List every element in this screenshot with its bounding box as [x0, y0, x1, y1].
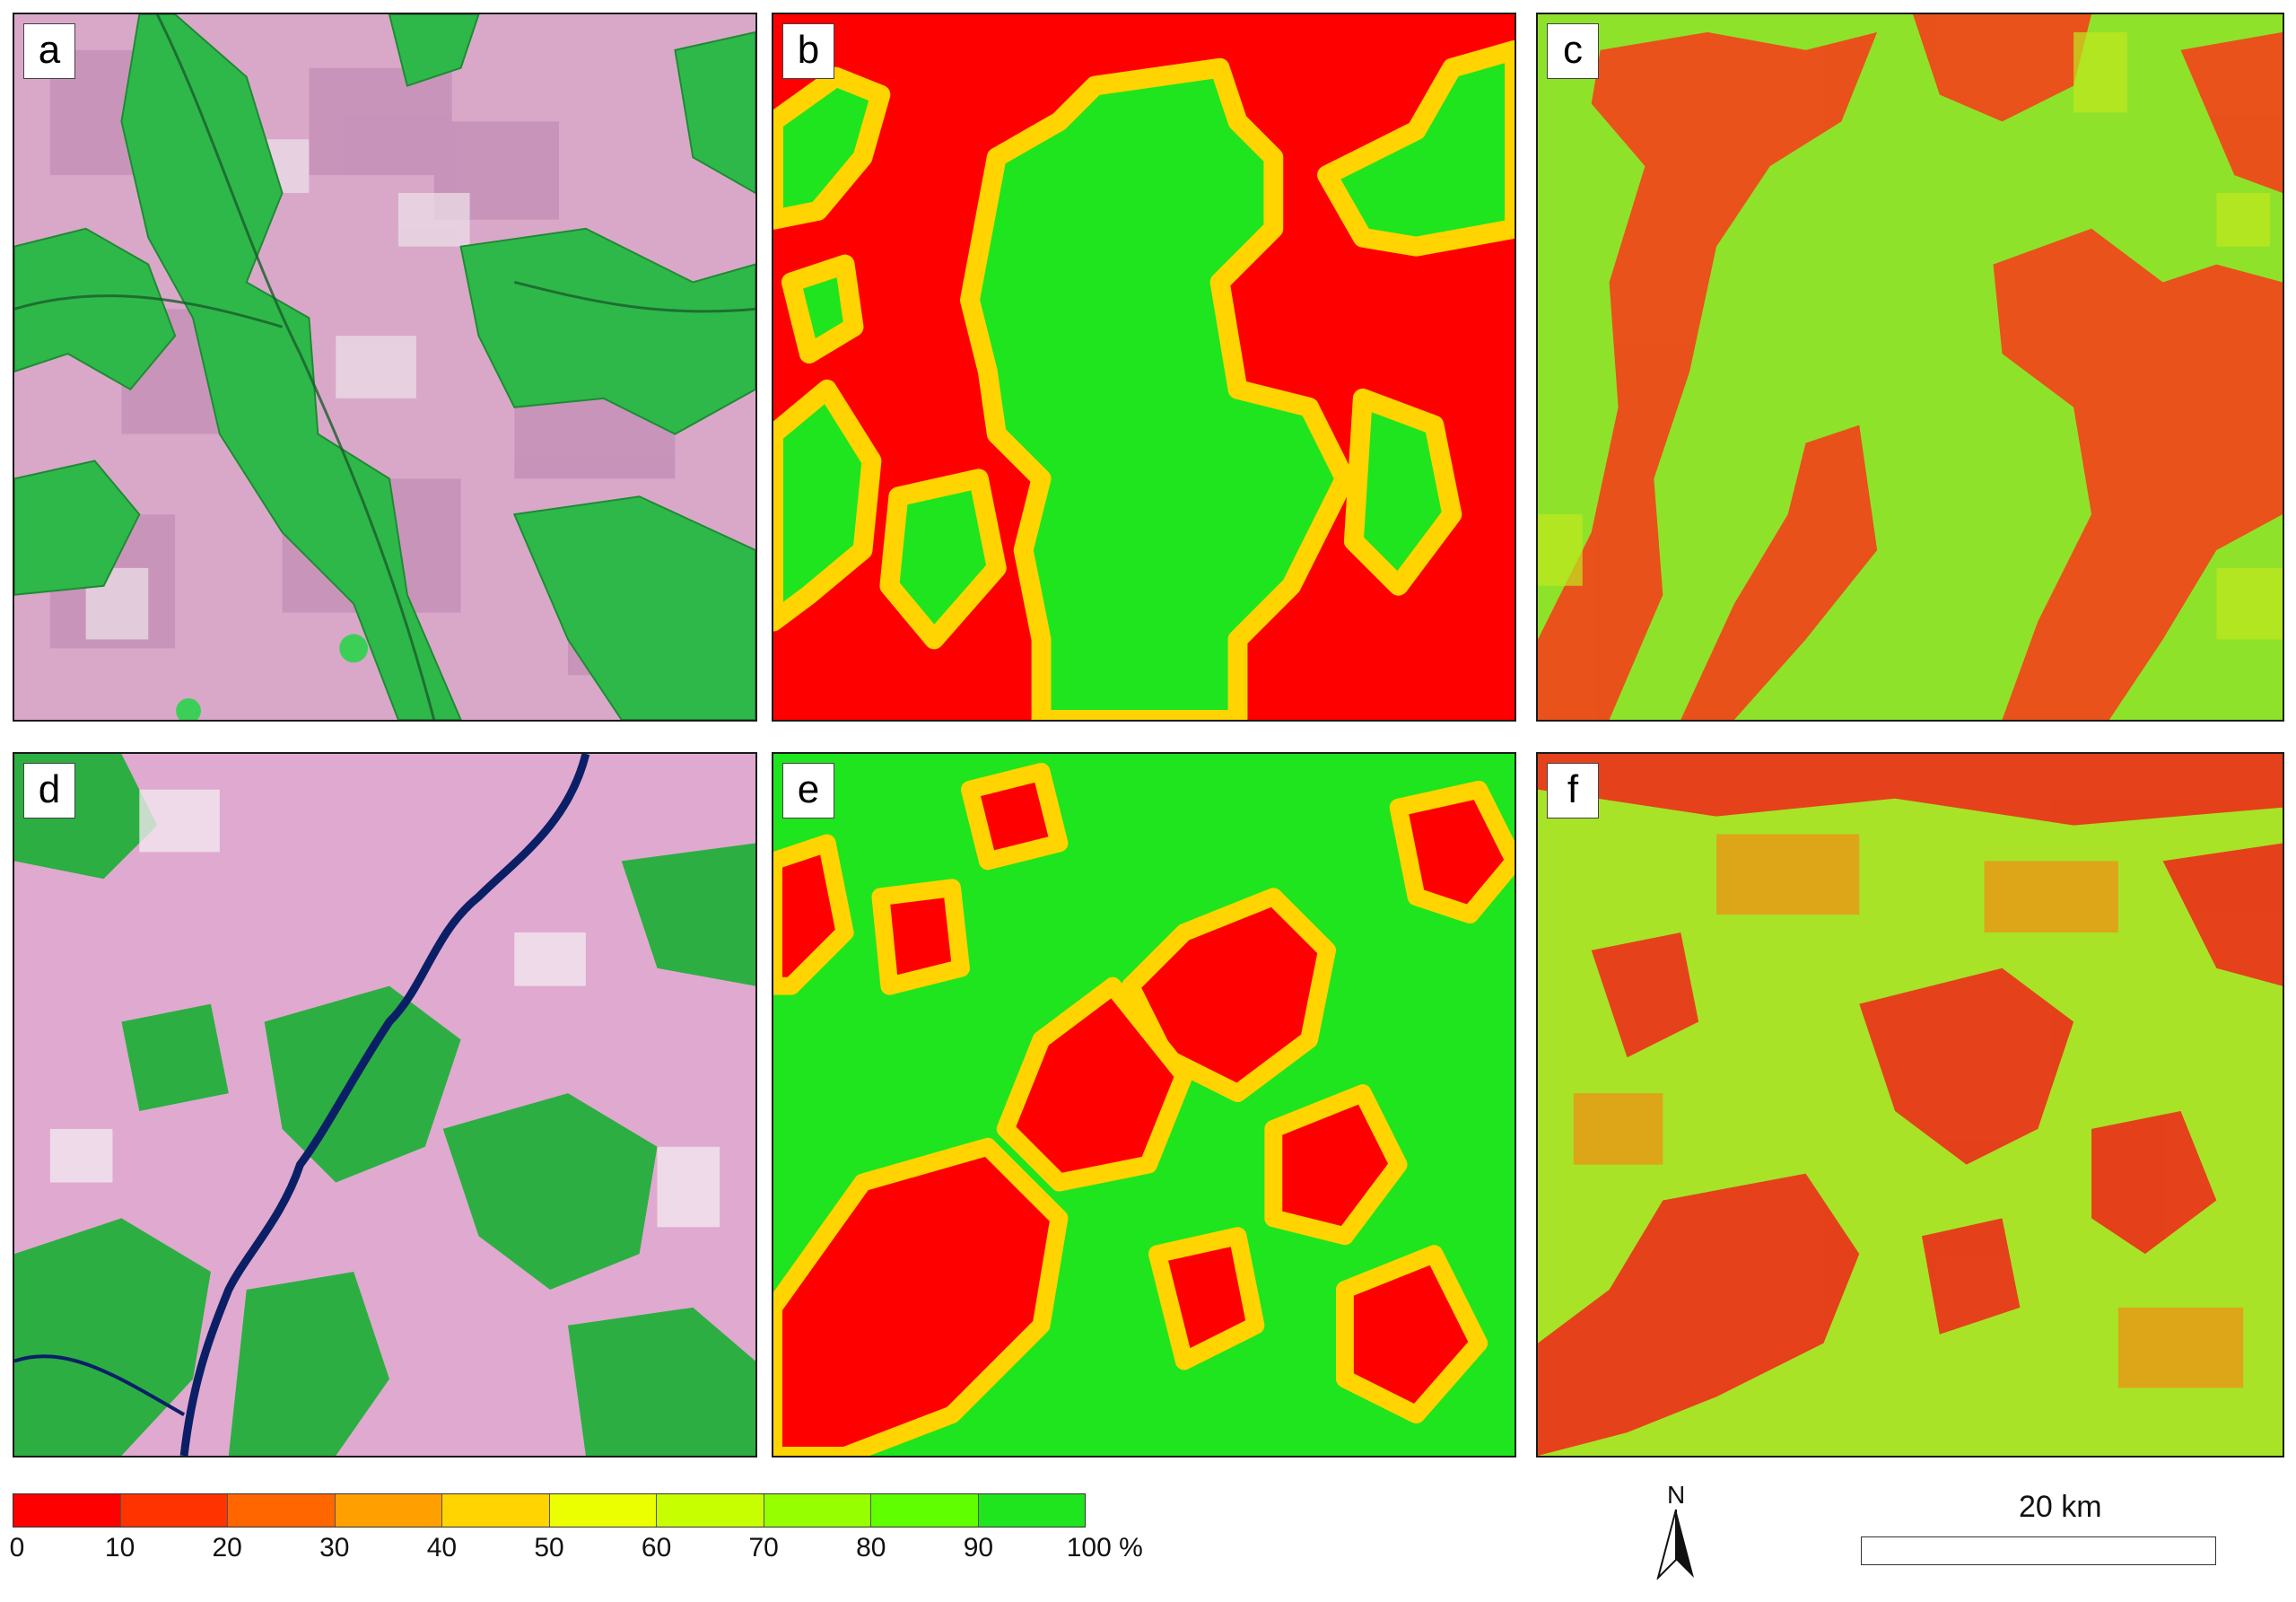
color-legend: [13, 1493, 1086, 1528]
legend-swatch-5: [549, 1494, 657, 1527]
legend-swatch-8: [871, 1494, 979, 1527]
panel-e-forest-cover: e: [772, 752, 1516, 1458]
legend-tick-label: 20: [212, 1533, 242, 1563]
satellite-image-a: [14, 14, 755, 720]
legend-tick-label: 70: [748, 1533, 779, 1563]
panel-label-f: f: [1547, 763, 1599, 819]
satellite-image-d: [14, 754, 755, 1456]
legend-tick-label: 100 %: [1066, 1533, 1143, 1563]
scale-bar: [1861, 1536, 2216, 1565]
forest-cover-map-c: [1538, 14, 2283, 720]
legend-tick-label: 80: [856, 1533, 886, 1563]
panel-d-satellite: d: [13, 752, 757, 1458]
panel-a-satellite: a: [13, 13, 757, 722]
legend-swatch-4: [442, 1494, 550, 1527]
legend-tick-label: 30: [319, 1533, 350, 1563]
forest-cover-map-b: [773, 14, 1515, 720]
legend-swatch-7: [764, 1494, 871, 1527]
legend-tick-label: 0: [9, 1533, 25, 1563]
panel-label-b: b: [782, 23, 834, 79]
panel-f-forest-cover: f: [1536, 752, 2284, 1458]
legend-swatch-2: [228, 1494, 336, 1527]
north-label: N: [1667, 1481, 1686, 1509]
legend-swatch-9: [978, 1494, 1085, 1527]
panel-b-forest-cover: b: [772, 13, 1516, 722]
scale-label: 20 km: [2019, 1490, 2102, 1524]
legend-tick-label: 50: [534, 1533, 564, 1563]
legend-swatch-1: [120, 1494, 228, 1527]
panel-label-a: a: [23, 23, 75, 79]
forest-cover-map-f: [1538, 754, 2283, 1456]
river-line: [179, 754, 590, 1456]
north-arrow-icon: [1656, 1509, 1694, 1580]
panel-label-c: c: [1547, 23, 1599, 79]
legend-swatch-0: [13, 1494, 121, 1527]
legend-tick-label: 90: [963, 1533, 994, 1563]
legend-tick-label: 10: [104, 1533, 135, 1563]
legend-tick-label: 40: [426, 1533, 458, 1563]
legend-swatch-3: [335, 1494, 442, 1527]
panel-label-d: d: [23, 763, 75, 819]
forest-cover-map-e: [773, 754, 1515, 1456]
panel-label-e: e: [782, 763, 834, 819]
legend-swatch-6: [657, 1494, 764, 1527]
legend-tick-label: 60: [641, 1533, 672, 1563]
panel-c-forest-cover: c: [1536, 13, 2284, 722]
